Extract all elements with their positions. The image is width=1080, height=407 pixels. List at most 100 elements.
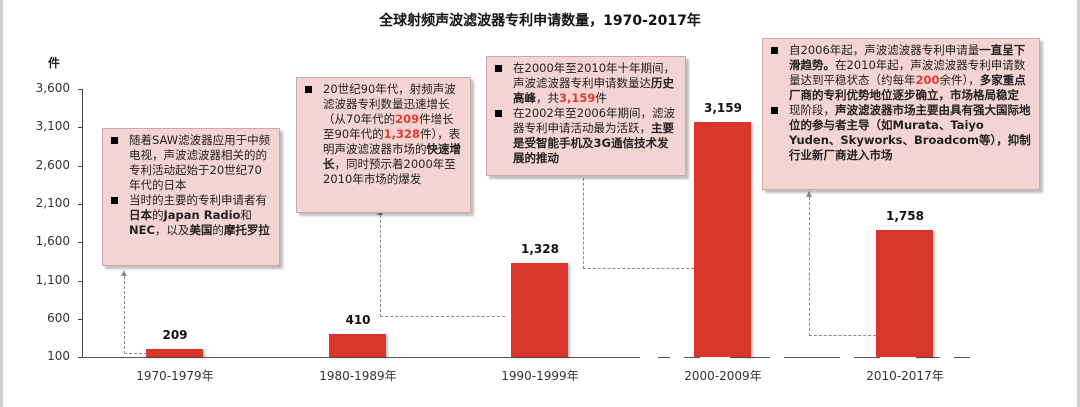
x-axis-line (82, 357, 982, 358)
annotation-bold: 声波滤波器市场主要由具有强大国际地位的参与者主导（如Murata、Taiyo Y… (789, 103, 1031, 162)
y-tick-label: 1,100 (35, 273, 70, 287)
y-tick-label: 1,600 (35, 234, 70, 248)
annotation-bold: 日本 (129, 208, 152, 222)
bar-value-label: 3,159 (704, 101, 742, 115)
bar-value-label: 1,328 (521, 242, 559, 256)
x-tick-label: 1980-1989年 (319, 369, 397, 383)
annotation-bold: 多家重点厂商的专利优势地位逐步确立，市场格局稳定 (789, 73, 1026, 102)
square-bullet-icon (771, 107, 778, 114)
annotation-text: 件增长至90年代的 (323, 112, 454, 141)
y-tick (78, 166, 83, 167)
square-bullet-icon (771, 47, 778, 54)
bar-2000s (694, 122, 751, 357)
annotation-bold: NEC (129, 223, 155, 237)
annotation-box-1970s: 随着SAW滤波器应用于中频电视，声波滤波器相关的的专利活动起始于20世纪70年代… (102, 128, 280, 266)
watermark-overlay (640, 348, 1000, 368)
annotation-bullet: 在2000年至2010年十年期间，声波滤波器专利申请数量达历史高峰，共3,159… (493, 61, 679, 106)
annotation-text: 20世纪90年代，射频声波滤波器专利数量迅速增长（从70年代的 (323, 82, 456, 126)
annotation-bullet: 自2006年起，声波滤波器专利申请量一直呈下滑趋势。在2010年起，声波滤波器专… (769, 43, 1033, 103)
annotation-text: 在2000年至2010年十年期间，声波滤波器专利申请数量达 (513, 61, 676, 90)
annotation-highlight: 200 (915, 73, 940, 87)
bar-1980s (329, 334, 386, 357)
annotation-text: 现阶段， (789, 103, 835, 117)
x-tick-label: 1970-1979年 (136, 369, 214, 383)
annotation-box-1980s: 20世纪90年代，射频声波滤波器专利数量迅速增长（从70年代的209件增长至90… (296, 77, 471, 213)
annotation-text: 件 (595, 91, 607, 105)
y-axis-line (82, 89, 83, 357)
annotation-text: 自2006年起，声波滤波器专利申请量 (789, 43, 980, 57)
annotation-bold: 历史高峰 (513, 76, 674, 105)
annotation-text: 的 (152, 208, 164, 222)
annotation-text: 和 (240, 208, 252, 222)
annotation-text: 在2010年起，声波滤波器专利申请数量达到平稳状态（约每年 (789, 58, 1026, 87)
bar-value-label: 1,758 (886, 209, 924, 223)
y-tick (78, 242, 83, 243)
annotation-highlight: 3,159 (559, 91, 596, 105)
annotation-text: 件），表明声波滤波器市场的 (323, 127, 461, 156)
frame-right-border (1077, 0, 1080, 407)
watermark-segment (700, 357, 730, 360)
bar-1990s (511, 263, 568, 357)
connector-dashed-line (809, 197, 876, 336)
square-bullet-icon (495, 65, 502, 72)
watermark-segment (770, 357, 784, 360)
frame-left-border (0, 0, 3, 407)
annotation-highlight: 209 (395, 112, 420, 126)
bar-1970s (146, 349, 203, 357)
annotation-bullet: 20世纪90年代，射频声波滤波器专利数量迅速增长（从70年代的209件增长至90… (303, 82, 464, 187)
annotation-bold: 美国 (189, 223, 213, 237)
x-tick-label: 1990-1999年 (501, 369, 579, 383)
annotation-bold: 摩托罗拉 (223, 223, 270, 237)
annotation-text: 在2002年至2006年期间，滤波器专利申请活动最为活跃， (513, 106, 676, 135)
annotation-box-1990s: 在2000年至2010年十年期间，声波滤波器专利申请数量达历史高峰，共3,159… (486, 56, 686, 176)
y-tick (78, 281, 83, 282)
y-tick-label: 100 (47, 349, 70, 363)
annotation-bullet: 当时的主要的专利申请者有日本的Japan Radio和NEC，以及美国的摩托罗拉 (109, 193, 273, 238)
annotation-text: ，同时预示着2000年至2010年市场的爆发 (323, 157, 456, 186)
annotation-highlight: 1,328 (383, 127, 421, 141)
annotation-text: 随着SAW滤波器应用于中频电视，声波滤波器相关的的专利活动起始于20世纪70年代… (129, 133, 271, 192)
annotation-text: 余件）， (939, 73, 980, 87)
y-tick (78, 89, 83, 90)
annotation-bold: 快速增长 (323, 142, 461, 171)
y-axis-unit: 件 (48, 56, 61, 70)
watermark-segment (640, 357, 658, 360)
y-tick (78, 204, 83, 205)
square-bullet-icon (305, 86, 312, 93)
x-tick-label: 2010-2017年 (866, 369, 944, 383)
annotation-bold: Japan Radio (163, 208, 241, 222)
y-tick-label: 2,100 (35, 196, 70, 210)
annotation-bullet: 现阶段，声波滤波器市场主要由具有强大国际地位的参与者主导（如Murata、Tai… (769, 103, 1033, 163)
annotation-bold: 一直呈下滑趋势。 (789, 43, 1026, 72)
y-tick-label: 3,600 (35, 81, 70, 95)
y-tick-label: 3,100 (35, 119, 70, 133)
watermark-segment (940, 357, 954, 360)
chart-title: 全球射频声波滤波器专利申请数量，1970-2017年 (379, 13, 701, 29)
annotation-text: ，以及 (154, 223, 190, 237)
watermark-segment (970, 357, 1000, 360)
bar-value-label: 410 (345, 313, 371, 327)
annotation-box-2000s: 自2006年起，声波滤波器专利申请量一直呈下滑趋势。在2010年起，声波滤波器专… (762, 38, 1040, 190)
connector-dashed-line (124, 276, 147, 354)
connector-dashed-line (380, 215, 505, 317)
y-tick-label: 600 (47, 311, 70, 325)
arrow-up-icon (806, 191, 812, 197)
bar-value-label: 209 (162, 328, 188, 342)
annotation-bullet: 在2002年至2006年期间，滤波器专利申请活动最为活跃，主要是受智能手机及3G… (493, 106, 679, 166)
connector-dashed-line (583, 178, 694, 269)
x-tick-label: 2000-2009年 (684, 369, 762, 383)
bar-2010s (876, 230, 933, 357)
annotation-text: 的 (212, 223, 224, 237)
y-tick (78, 319, 83, 320)
watermark-segment (840, 357, 854, 360)
annotation-text: 当时的主要的专利申请者有 (129, 193, 267, 207)
arrow-up-icon (121, 270, 127, 276)
y-tick (78, 357, 83, 358)
watermark-segment (880, 357, 916, 360)
watermark-segment (670, 357, 684, 360)
square-bullet-icon (495, 110, 502, 117)
square-bullet-icon (111, 197, 118, 204)
annotation-bold: 主要是受智能手机及3G通信技术发展的推动 (513, 121, 674, 165)
annotation-text: ，共 (536, 91, 559, 105)
y-tick (78, 127, 83, 128)
